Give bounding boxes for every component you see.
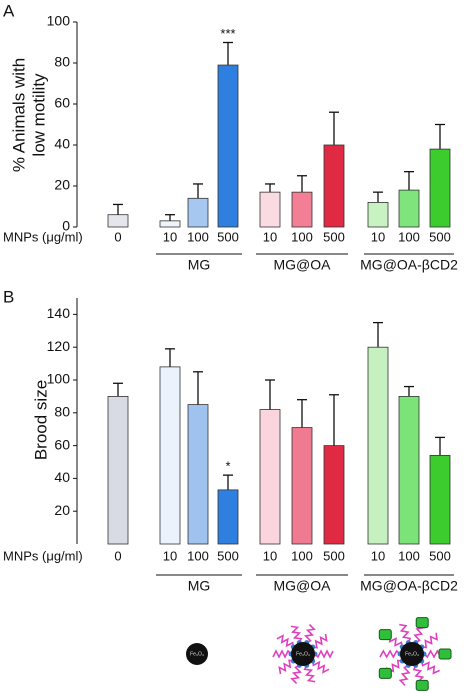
y-axis-label: low motility [29, 73, 48, 157]
core [400, 642, 424, 666]
group-label: MG@OA [274, 257, 332, 273]
bar [187, 197, 209, 228]
chain [421, 632, 438, 649]
y-tick-label: 40 [54, 136, 70, 152]
bar [107, 214, 129, 228]
chain [420, 660, 440, 675]
cyclodextrin [415, 617, 429, 629]
y-tick-label: 140 [47, 305, 71, 321]
chain [278, 659, 294, 675]
x-tick-label: 10 [263, 548, 277, 563]
cyclodextrin [438, 648, 452, 660]
chain [304, 623, 316, 644]
y-tick-label: 80 [54, 54, 70, 70]
y-tick-label: 100 [47, 13, 71, 29]
y-tick-label: 80 [54, 404, 70, 420]
bar [367, 201, 389, 228]
chain [290, 625, 303, 643]
y-axis-label: Brood size [31, 380, 50, 460]
bar [259, 191, 281, 228]
bar [259, 409, 281, 545]
y-tick-label: 20 [54, 177, 70, 193]
particle-label: Fe₃O₄ [296, 651, 310, 657]
oa-particle [272, 623, 334, 685]
group-label: MG@OA [274, 578, 332, 594]
x-tick-label: 100 [187, 548, 209, 563]
bar [217, 64, 239, 228]
x-tick-label: 10 [163, 229, 177, 244]
significance: * [225, 459, 230, 474]
x-tick-label: 500 [217, 229, 239, 244]
y-tick-label: 100 [47, 371, 71, 387]
x-tick-label: 10 [371, 548, 385, 563]
x-tick-label: 10 [371, 229, 385, 244]
bar [187, 404, 209, 545]
bar [367, 346, 389, 545]
chain [379, 649, 401, 659]
x-tick-label: 100 [291, 229, 313, 244]
x-prefix: MNPs (μg/ml) [3, 548, 83, 563]
particle-label: Fe₃O₄ [405, 651, 419, 657]
bar [429, 148, 451, 228]
group-label: MG [188, 257, 211, 273]
bar [429, 455, 451, 545]
x-tick-label: 10 [163, 548, 177, 563]
x-tick-label: 100 [291, 548, 313, 563]
chain [290, 664, 302, 685]
group-label: MG@OA-βCD2 [360, 257, 458, 273]
y-tick-label: 60 [54, 436, 70, 452]
bar [398, 189, 420, 228]
core [291, 642, 315, 666]
panel-label: A [3, 1, 15, 20]
x-tick-label: 10 [263, 229, 277, 244]
bar [291, 191, 313, 228]
bar [323, 445, 345, 545]
x-tick-label: 500 [429, 548, 451, 563]
cyclodextrin [415, 679, 429, 691]
chain [398, 664, 411, 686]
y-tick-label: 60 [54, 95, 70, 111]
chain [399, 623, 412, 643]
chain [311, 660, 330, 674]
chain [303, 665, 316, 683]
bar [398, 395, 420, 545]
panel-label: B [3, 287, 14, 306]
bar [159, 220, 181, 228]
x-tick-label: 500 [217, 548, 239, 563]
y-tick-label: 40 [54, 469, 70, 485]
group-label: MG [188, 578, 211, 594]
chain [276, 634, 295, 648]
group-label: MG@OA-βCD2 [360, 578, 458, 594]
y-axis-label: % Animals with [9, 58, 28, 172]
x-tick-label: 100 [398, 229, 420, 244]
bar [159, 366, 181, 545]
cyclodextrin [378, 667, 392, 679]
bar [107, 395, 129, 545]
nanoparticle [186, 643, 208, 665]
y-tick-label: 20 [54, 502, 70, 518]
x-tick-label: 500 [429, 229, 451, 244]
cyclodextrin [378, 629, 392, 641]
chain [314, 649, 334, 659]
chain [312, 633, 328, 649]
bar [291, 427, 313, 545]
x-tick-label: 0 [114, 229, 121, 244]
x-tick-label: 100 [398, 548, 420, 563]
illustrations: Fe₃O₄ [186, 617, 452, 691]
bar [323, 144, 345, 228]
cd-particle [378, 617, 452, 691]
x-tick-label: 500 [323, 229, 345, 244]
bar [217, 489, 239, 545]
x-tick-label: 500 [323, 548, 345, 563]
particle-label: Fe₃O₄ [190, 651, 204, 657]
x-tick-label: 0 [114, 548, 121, 563]
chain [272, 649, 292, 659]
y-tick-label: 0 [62, 218, 70, 234]
x-prefix: MNPs (μg/ml) [3, 229, 83, 244]
significance: *** [220, 26, 235, 41]
y-tick-label: 120 [47, 338, 71, 354]
x-tick-label: 100 [187, 229, 209, 244]
